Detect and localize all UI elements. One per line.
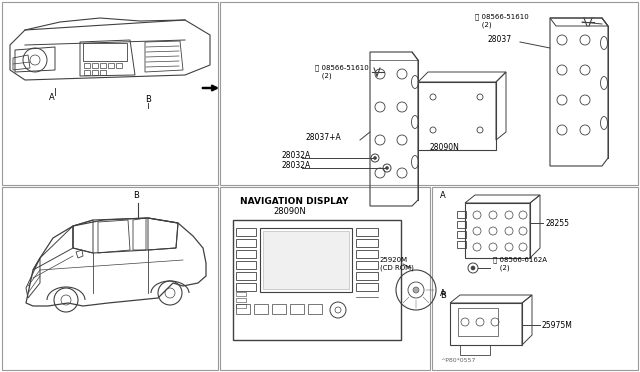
- Bar: [356, 272, 378, 280]
- Bar: [272, 304, 286, 314]
- Bar: [432, 187, 638, 370]
- Bar: [2, 187, 218, 370]
- Bar: [92, 70, 98, 75]
- Bar: [220, 2, 638, 185]
- Bar: [236, 239, 256, 247]
- Bar: [233, 220, 401, 340]
- Bar: [236, 292, 246, 296]
- Bar: [457, 211, 466, 218]
- Text: 25975M: 25975M: [542, 321, 573, 330]
- Bar: [236, 228, 256, 236]
- Bar: [263, 231, 349, 289]
- Bar: [356, 228, 378, 236]
- Bar: [418, 82, 496, 150]
- Bar: [100, 63, 106, 68]
- Bar: [84, 70, 90, 75]
- Bar: [356, 250, 378, 258]
- Text: A: A: [440, 289, 445, 298]
- Bar: [308, 304, 322, 314]
- Text: B: B: [145, 96, 151, 105]
- Text: 28255: 28255: [545, 218, 569, 228]
- Text: 25920M: 25920M: [380, 257, 408, 263]
- Bar: [100, 70, 106, 75]
- Bar: [116, 63, 122, 68]
- Text: 28037+A: 28037+A: [305, 134, 340, 142]
- Circle shape: [385, 167, 388, 170]
- Bar: [2, 2, 218, 185]
- Text: 28090N: 28090N: [430, 144, 460, 153]
- Bar: [260, 228, 352, 292]
- Circle shape: [471, 266, 475, 270]
- Bar: [290, 304, 304, 314]
- Circle shape: [374, 157, 376, 160]
- Text: NAVIGATION DISPLAY: NAVIGATION DISPLAY: [240, 198, 348, 206]
- Bar: [108, 63, 114, 68]
- Bar: [236, 261, 256, 269]
- Text: 28032A: 28032A: [282, 151, 311, 160]
- Text: Ⓢ 08566-6162A: Ⓢ 08566-6162A: [493, 257, 547, 263]
- Text: Ⓢ 08566-51610: Ⓢ 08566-51610: [475, 14, 529, 20]
- Bar: [457, 241, 466, 248]
- Bar: [236, 272, 256, 280]
- Bar: [457, 221, 466, 228]
- Text: 28032A: 28032A: [282, 161, 311, 170]
- Text: (2): (2): [493, 265, 509, 271]
- Text: A: A: [440, 192, 445, 201]
- Bar: [84, 63, 90, 68]
- Text: (2): (2): [315, 73, 332, 79]
- Bar: [356, 239, 378, 247]
- Bar: [450, 303, 522, 345]
- Text: 28037: 28037: [488, 35, 512, 45]
- Text: (CD ROM): (CD ROM): [380, 265, 414, 271]
- Bar: [356, 261, 378, 269]
- Bar: [356, 283, 378, 291]
- Text: B: B: [440, 291, 446, 299]
- Text: ^P80*0557: ^P80*0557: [440, 357, 476, 362]
- Text: (2): (2): [475, 22, 492, 28]
- Bar: [220, 187, 430, 370]
- Bar: [460, 345, 490, 355]
- Bar: [254, 304, 268, 314]
- Bar: [465, 203, 530, 258]
- Text: A: A: [49, 93, 55, 103]
- Bar: [236, 250, 256, 258]
- Bar: [83, 43, 127, 61]
- Bar: [457, 231, 466, 238]
- Bar: [236, 283, 256, 291]
- Bar: [236, 298, 246, 302]
- Text: B: B: [133, 190, 139, 199]
- Text: 28090N: 28090N: [273, 208, 306, 217]
- Text: Ⓢ 08566-51610: Ⓢ 08566-51610: [315, 65, 369, 71]
- Bar: [236, 304, 246, 308]
- Bar: [92, 63, 98, 68]
- Circle shape: [413, 287, 419, 293]
- Bar: [236, 304, 250, 314]
- Bar: [458, 308, 498, 336]
